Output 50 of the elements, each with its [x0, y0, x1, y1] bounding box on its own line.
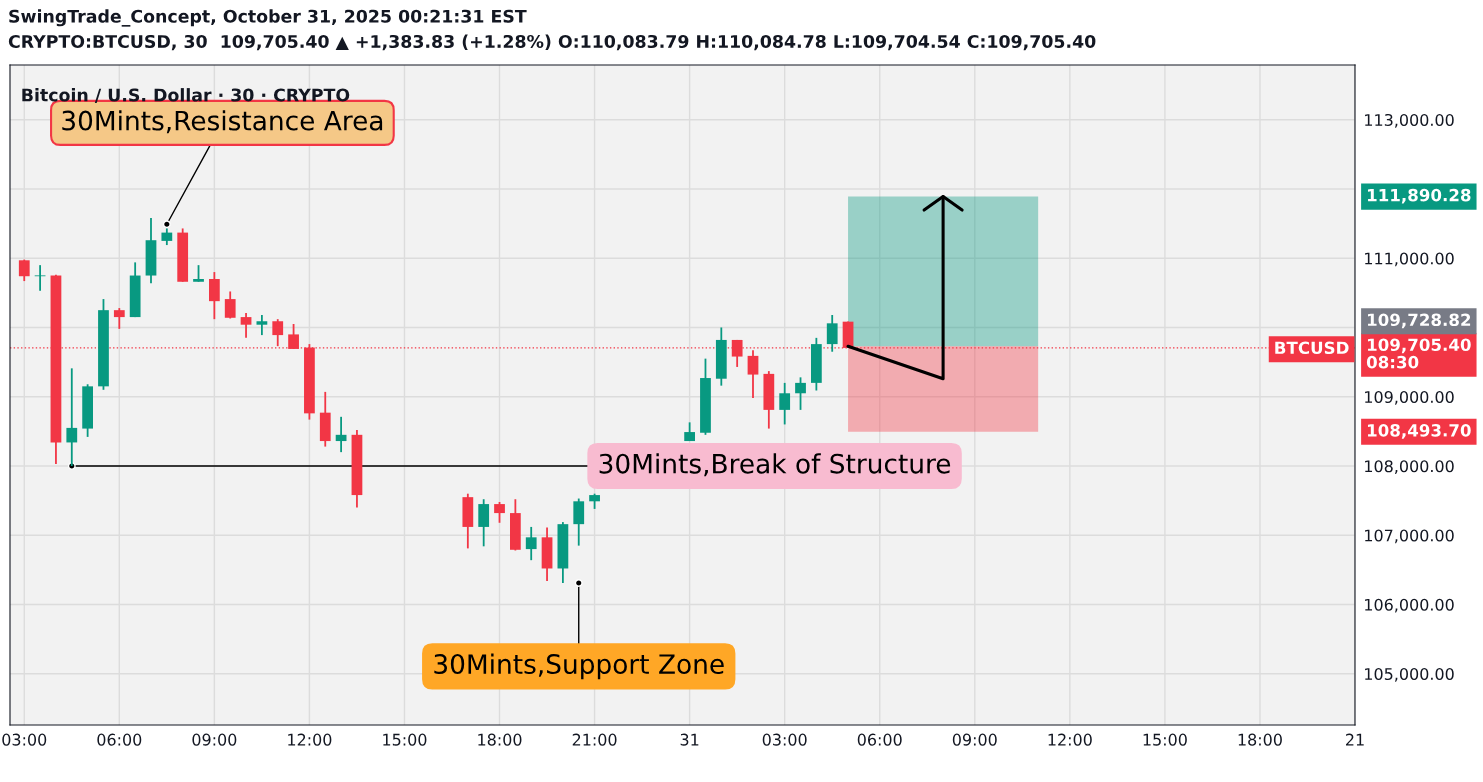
chart-title: SwingTrade_Concept, October 31, 2025 00:21:31 EST: [9, 9, 527, 27]
y-tick-label: 105,000.00: [1365, 667, 1454, 682]
x-tick-label: 18:00: [1238, 733, 1282, 746]
annotation: 30Mints,Support Zone: [434, 653, 724, 680]
y-tick-label: 111,000.00: [1365, 252, 1454, 267]
x-tick-label: 03:00: [2, 733, 47, 746]
x-tick-label: 15:00: [1143, 733, 1187, 746]
candlestick: [113, 307, 125, 330]
text: 08:30: [1366, 355, 1419, 369]
annotation: BTCUSD: [1275, 341, 1349, 355]
x-tick-label: 21:00: [572, 733, 617, 746]
x-tick-label: 12:00: [1048, 733, 1092, 746]
chart-subtitle: CRYPTO:BTCUSD, 30 109,705.40 ▲ +1,383.83 (+1.28%) O:110,083.79 H:110,084.78 L:109,704.54 C:109,705.40: [8, 34, 1096, 51]
x-tick-label: 21: [1346, 733, 1364, 746]
candlestick: [224, 290, 236, 320]
candlestick: [795, 376, 806, 411]
y-tick-label: 109,000.00: [1365, 390, 1454, 405]
annotation: 30Mints,Resistance Area: [62, 110, 383, 134]
candlestick: [240, 312, 252, 339]
x-tick-label: 18:00: [478, 733, 522, 746]
x-tick-label: 09:00: [192, 733, 237, 746]
candlestick: [494, 501, 505, 524]
x-tick-label: 06:00: [97, 733, 142, 746]
y-tick-label: 113,000.00: [1365, 113, 1454, 128]
x-tick-label: 09:00: [952, 733, 997, 746]
y-tick-label: 106,000.00: [1365, 598, 1454, 613]
candlestick: [335, 415, 347, 454]
x-tick-label: 03:00: [762, 733, 807, 746]
text: 108,493.70: [1367, 424, 1471, 439]
x-tick-label: 31: [680, 733, 699, 746]
x-tick-label: 15:00: [383, 733, 427, 746]
candlestick: [779, 381, 791, 426]
ref-line-label: 109,705.40: [1367, 338, 1471, 354]
candlestick: [256, 314, 268, 336]
candlestick: [272, 318, 284, 348]
candlestick: [478, 498, 490, 548]
candlestick: [573, 497, 585, 547]
annotation: Bitcoin / U.S. Dollar · 30 · CRYPTO: [22, 88, 350, 103]
y-tick-label: 107,000.00: [1365, 529, 1454, 544]
text: 111,890.28: [1367, 188, 1471, 204]
text: 109,728.82: [1367, 313, 1471, 329]
candlestick: [66, 367, 78, 467]
candlestick: [208, 271, 220, 321]
x-tick-label: 12:00: [288, 733, 332, 746]
y-tick-label: 108,000.00: [1365, 460, 1454, 474]
candlestick: [525, 526, 537, 562]
candlestick: [34, 264, 46, 292]
candlestick: [826, 314, 838, 353]
x-tick-label: 06:00: [857, 733, 902, 746]
annotation: 30Mints,Break of Structure: [599, 453, 951, 477]
